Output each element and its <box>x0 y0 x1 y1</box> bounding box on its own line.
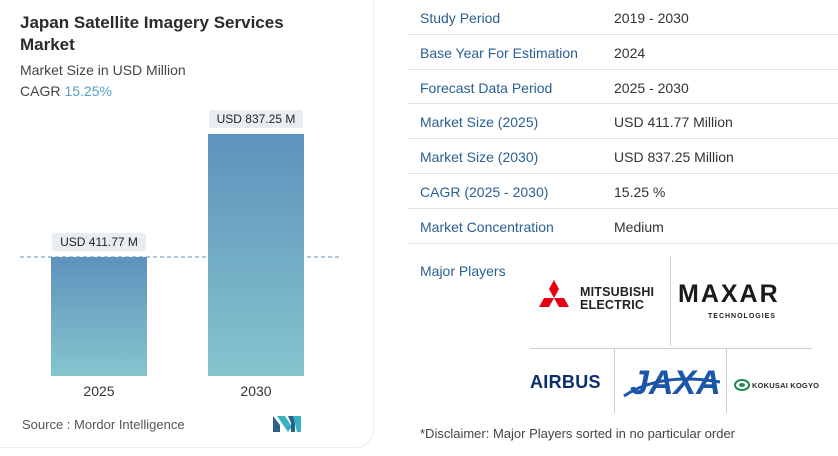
logo-divider <box>530 348 812 349</box>
row-key: CAGR (2025 - 2030) <box>420 183 549 200</box>
row-value: Medium <box>614 218 664 235</box>
table-row: Base Year For Estimation 2024 <box>408 35 838 70</box>
row-value: 2024 <box>614 44 646 61</box>
airbus-logo: AIRBUS <box>530 372 601 392</box>
row-key: Market Size (2025) <box>420 114 539 131</box>
row-key: Base Year For Estimation <box>420 44 578 61</box>
bar-chart: USD 411.77 M 2025 USD 837.25 M 2030 <box>20 110 340 399</box>
data-label-bg <box>52 232 146 251</box>
table-row: Market Concentration Medium <box>408 209 838 244</box>
x-tick-label: 2025 <box>83 383 114 399</box>
data-label: USD 837.25 M <box>217 112 296 126</box>
row-key: Market Concentration <box>420 218 554 235</box>
jaxa-logo: JAXA <box>623 364 721 402</box>
chart-card: Japan Satellite Imagery Services Market … <box>0 0 374 448</box>
kokusai-wordmark: KOKUSAI KOGYO <box>752 381 820 390</box>
table-row: Forecast Data Period 2025 - 2030 <box>408 70 838 105</box>
source-text: Source : Mordor Intelligence <box>22 417 185 432</box>
mitsubishi-line1: MITSUBISHI <box>580 285 655 299</box>
mitsubishi-wordmark: MITSUBISHI ELECTRIC <box>580 286 654 312</box>
bar-2030 <box>208 134 304 376</box>
row-key: Market Size (2030) <box>420 149 539 166</box>
cagr-line: CAGR 15.25% <box>20 83 112 99</box>
table-row: Market Size (2025) USD 411.77 Million <box>408 104 838 140</box>
mitsubishi-diamonds-icon <box>539 280 569 307</box>
row-key: Forecast Data Period <box>420 79 553 96</box>
row-value: 2019 - 2030 <box>614 10 689 26</box>
mitsubishi-line2: ELECTRIC <box>580 298 645 312</box>
maxar-subtext: TECHNOLOGIES <box>708 313 777 320</box>
disclaimer-text: *Disclaimer: Major Players sorted in no … <box>420 426 736 441</box>
x-tick-label: 2030 <box>240 383 271 399</box>
kokusai-kogyo-logo: KOKUSAI KOGYO <box>734 376 824 394</box>
summary-table: Study Period 2019 - 2030 Base Year For Est… <box>408 0 838 244</box>
row-key: Study Period <box>420 10 501 26</box>
logo-divider <box>670 256 671 346</box>
row-value: USD 837.25 Million <box>614 149 734 166</box>
table-row: CAGR (2025 - 2030) 15.25 % <box>408 174 838 209</box>
player-logos: MITSUBISHI ELECTRIC MAXAR TECHNOLOGIES A… <box>528 256 838 416</box>
table-row: Market Size (2030) USD 837.25 Million <box>408 139 838 174</box>
chart-subtitle: Market Size in USD Million <box>20 62 186 78</box>
logo-divider <box>726 348 727 413</box>
table-row: Study Period 2019 - 2030 <box>408 0 838 35</box>
mordor-logo-icon <box>273 416 301 432</box>
row-value: 2025 - 2030 <box>614 79 689 96</box>
row-value: 15.25 % <box>614 183 666 200</box>
kokusai-mark-icon <box>734 379 750 391</box>
maxar-wordmark: MAXAR <box>678 280 780 308</box>
chart-title: Japan Satellite Imagery Services Market <box>20 13 284 54</box>
jaxa-wordmark: JAXA <box>630 364 721 402</box>
major-players-label: Major Players <box>420 263 506 279</box>
maxar-logo: MAXAR TECHNOLOGIES <box>678 280 818 326</box>
logo-divider <box>614 348 615 413</box>
data-label: USD 411.77 M <box>60 235 138 249</box>
data-label-bg <box>209 110 303 128</box>
row-value: USD 411.77 Million <box>614 114 733 131</box>
bar-2025 <box>51 256 147 376</box>
mitsubishi-electric-logo: MITSUBISHI ELECTRIC <box>534 278 664 318</box>
cagr-value: 15.25% <box>64 83 112 99</box>
cagr-label: CAGR <box>20 83 61 99</box>
